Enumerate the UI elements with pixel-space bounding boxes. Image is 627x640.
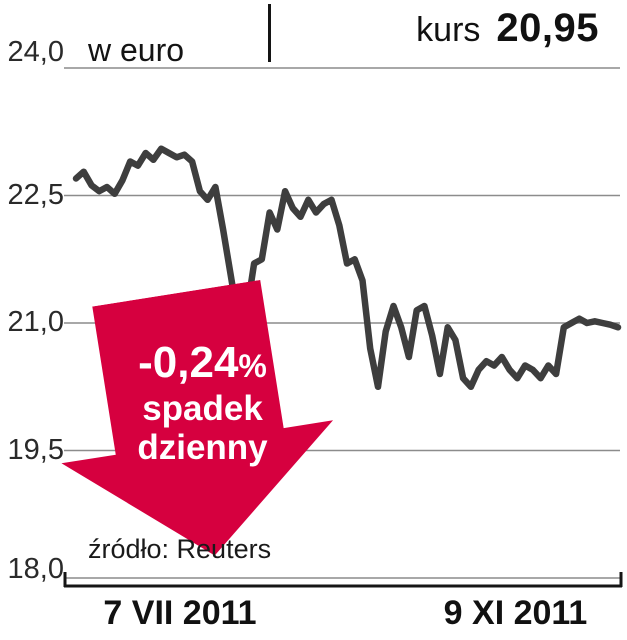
decline-word-2: dzienny: [137, 428, 268, 467]
daily-change-percent: -0,24%: [85, 340, 320, 389]
y-axis-tick-label: 24,0: [7, 36, 64, 68]
percent-sign: %: [238, 348, 267, 384]
daily-change-value: -0,24: [138, 338, 239, 387]
header-divider: [268, 4, 271, 62]
decline-word-1: spadek: [142, 389, 263, 428]
x-axis-tick-label: 7 VII 2011: [103, 594, 257, 632]
source-label: źródło: Reuters: [88, 534, 272, 564]
y-axis-tick-label: 21,0: [7, 306, 64, 338]
down-arrow-icon: [61, 279, 334, 556]
current-price: kurs 20,95: [416, 6, 599, 51]
y-axis-tick-label: 18,0: [7, 553, 64, 585]
price-label: kurs: [416, 11, 481, 49]
unit-label: w euro: [88, 32, 185, 68]
decline-badge: -0,24% spadek dzienny: [85, 340, 320, 468]
y-axis-tick-label: 22,5: [7, 179, 64, 211]
y-axis-tick-label: 19,5: [7, 434, 64, 466]
x-axis-tick-label: 9 XI 2011: [443, 594, 588, 632]
decline-arrow: [33, 271, 356, 577]
price-value: 20,95: [496, 6, 599, 50]
down-arrow-shape: [61, 279, 334, 556]
